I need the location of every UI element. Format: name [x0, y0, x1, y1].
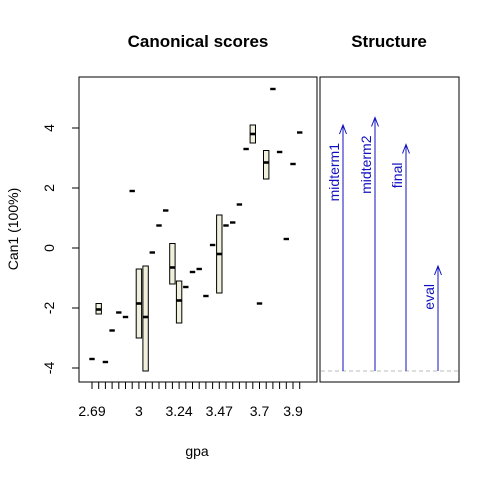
box-group — [256, 302, 263, 305]
box-group — [216, 214, 223, 294]
box-group — [109, 329, 115, 332]
box-group — [142, 265, 149, 372]
box-group — [156, 224, 162, 227]
vector-midterm1: midterm1 — [326, 123, 347, 371]
structure-vectors: midterm1 midterm2 final eval — [321, 116, 458, 372]
single-value-mark — [156, 224, 162, 227]
box-group — [163, 209, 169, 212]
single-value-mark — [189, 270, 196, 274]
box — [142, 265, 149, 372]
box-group — [95, 303, 102, 315]
vector-label: final — [389, 163, 405, 189]
x-tick-label: 3.24 — [165, 403, 192, 419]
box-group — [230, 221, 236, 224]
x-tick-label: 3.47 — [206, 403, 233, 419]
box-group — [223, 224, 229, 227]
box-group — [129, 189, 135, 193]
vector-arrowhead — [339, 123, 347, 135]
box-group — [135, 268, 143, 339]
box-group — [270, 87, 276, 91]
vector-label: midterm2 — [358, 135, 374, 194]
single-value-mark — [297, 131, 303, 134]
single-value-mark — [270, 87, 276, 91]
y-tick-label: 4 — [41, 124, 57, 132]
y-axis: -4 -2 0 2 4 — [41, 124, 80, 375]
vector-midterm2: midterm2 — [358, 116, 379, 371]
box-group — [149, 251, 155, 254]
vector-final: final — [389, 143, 410, 371]
single-value-mark — [149, 251, 155, 254]
single-value-mark — [230, 221, 236, 224]
box-series — [89, 87, 303, 372]
y-axis-label: Can1 (100%) — [5, 188, 21, 271]
box-group — [102, 360, 109, 364]
box — [169, 243, 176, 285]
single-value-mark — [109, 329, 115, 332]
y-tick-label: -4 — [41, 362, 57, 375]
right-plot-frame — [319, 76, 460, 383]
single-value-mark — [290, 162, 296, 166]
single-value-mark — [89, 357, 95, 361]
box-group — [209, 243, 216, 247]
single-value-mark — [102, 360, 109, 364]
left-plot-frame — [78, 76, 318, 383]
box-group — [276, 150, 283, 154]
single-value-mark — [209, 243, 216, 247]
box-group — [249, 124, 257, 144]
box-group — [175, 280, 183, 324]
box-group — [169, 243, 176, 285]
box-group — [290, 162, 296, 166]
x-tick-label: 3 — [135, 403, 143, 419]
right-chart-title: Structure — [351, 32, 427, 51]
box-group — [189, 270, 196, 274]
single-value-mark — [163, 209, 169, 212]
vector-eval: eval — [421, 264, 442, 371]
single-value-mark — [122, 315, 129, 319]
single-value-mark — [223, 224, 229, 227]
y-tick-label: -2 — [41, 302, 57, 315]
x-axis: 2.69 3 3.24 3.47 3.7 3.9 — [78, 381, 303, 419]
box-group — [263, 150, 270, 180]
box-group — [196, 267, 202, 271]
box — [263, 150, 270, 180]
box-group — [243, 147, 249, 151]
x-tick-label: 2.69 — [78, 403, 105, 419]
single-value-mark — [116, 311, 122, 314]
vector-arrowhead — [434, 264, 442, 276]
box-group — [89, 357, 95, 361]
left-chart-title: Canonical scores — [128, 32, 269, 51]
single-value-mark — [276, 150, 283, 154]
y-tick-label: 2 — [41, 184, 57, 192]
vector-arrowhead — [371, 116, 379, 127]
box-group — [183, 285, 189, 289]
single-value-mark — [129, 189, 135, 193]
x-tick-label: 3.7 — [250, 403, 270, 419]
box-group — [236, 203, 243, 206]
x-tick-label: 3.9 — [283, 403, 303, 419]
single-value-mark — [283, 237, 289, 241]
box-group — [116, 311, 122, 314]
single-value-mark — [243, 147, 249, 151]
single-value-mark — [203, 294, 209, 298]
box — [175, 280, 183, 324]
vector-arrowhead — [402, 143, 410, 154]
box-group — [122, 315, 129, 319]
vector-label: eval — [421, 284, 437, 310]
y-tick-label: 0 — [41, 244, 57, 252]
single-value-mark — [256, 302, 263, 305]
single-value-mark — [183, 285, 189, 289]
box-group — [203, 294, 209, 298]
vector-label: midterm1 — [326, 143, 342, 202]
box-group — [283, 237, 289, 241]
x-axis-label: gpa — [185, 443, 209, 459]
single-value-mark — [236, 203, 243, 206]
single-value-mark — [196, 267, 202, 271]
box-group — [297, 131, 303, 134]
